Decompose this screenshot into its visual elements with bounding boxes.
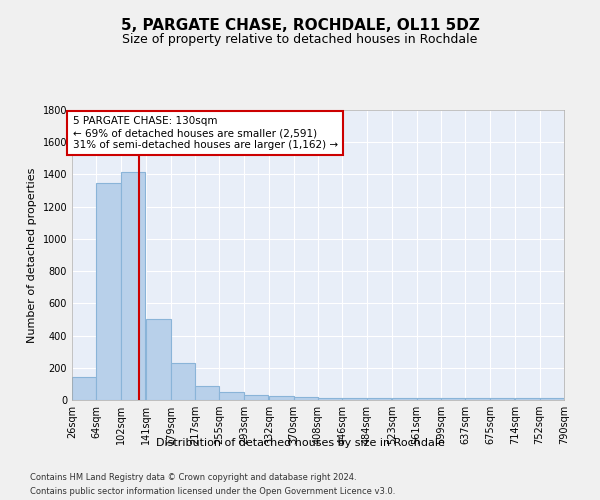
Bar [343, 398, 367, 400]
Bar [244, 395, 268, 400]
Text: Contains HM Land Registry data © Crown copyright and database right 2024.: Contains HM Land Registry data © Crown c… [30, 472, 356, 482]
Text: 5 PARGATE CHASE: 130sqm
← 69% of detached houses are smaller (2,591)
31% of semi: 5 PARGATE CHASE: 130sqm ← 69% of detache… [73, 116, 338, 150]
Bar [539, 398, 564, 400]
Bar [441, 398, 466, 400]
Bar [367, 398, 391, 400]
Bar [466, 398, 490, 400]
Bar [170, 363, 195, 400]
Bar [121, 172, 145, 400]
Text: 5, PARGATE CHASE, ROCHDALE, OL11 5DZ: 5, PARGATE CHASE, ROCHDALE, OL11 5DZ [121, 18, 479, 32]
Text: Distribution of detached houses by size in Rochdale: Distribution of detached houses by size … [155, 438, 445, 448]
Bar [146, 320, 170, 400]
Text: Contains public sector information licensed under the Open Government Licence v3: Contains public sector information licen… [30, 488, 395, 496]
Y-axis label: Number of detached properties: Number of detached properties [27, 168, 37, 342]
Bar [416, 398, 441, 400]
Bar [293, 397, 318, 400]
Bar [318, 398, 343, 400]
Bar [97, 182, 121, 400]
Bar [195, 386, 220, 400]
Bar [220, 392, 244, 400]
Bar [269, 396, 293, 400]
Text: Size of property relative to detached houses in Rochdale: Size of property relative to detached ho… [122, 32, 478, 46]
Bar [490, 398, 514, 400]
Bar [72, 378, 97, 400]
Bar [392, 398, 416, 400]
Bar [515, 398, 539, 400]
